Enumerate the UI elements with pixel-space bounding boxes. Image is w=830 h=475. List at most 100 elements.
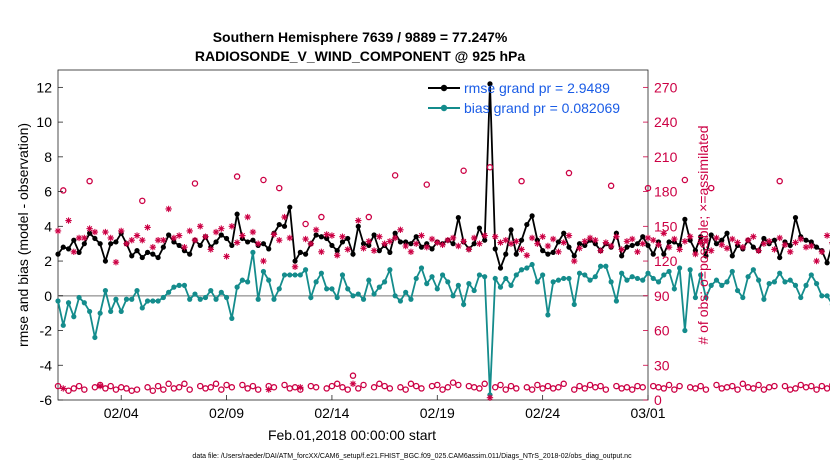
rmse-point-119 <box>682 217 687 222</box>
assimilated-point-20 <box>160 237 166 243</box>
bias-point-52 <box>329 286 334 291</box>
rmse-point-25 <box>187 252 192 257</box>
bias-point-16 <box>140 305 145 310</box>
bias-point-102 <box>593 274 598 279</box>
bias-point-10 <box>108 309 113 314</box>
rmse-point-110 <box>635 241 640 246</box>
assimilated-point-110 <box>634 249 640 255</box>
rmse-point-63 <box>387 250 392 255</box>
rmse-point-2 <box>66 246 71 251</box>
bias-point-42 <box>277 286 282 291</box>
assimilated-point-52 <box>329 232 335 238</box>
y2-tick-label-9: 270 <box>654 79 678 95</box>
assimilated-point-99 <box>576 245 582 251</box>
assimilated-point-45 <box>292 264 298 270</box>
rmse-point-83 <box>493 246 498 251</box>
rmse-point-79 <box>472 241 477 246</box>
bias-point-64 <box>393 293 398 298</box>
rmse-point-94 <box>551 250 556 255</box>
bias-point-112 <box>645 271 650 276</box>
bias-point-87 <box>514 272 519 277</box>
bias-point-91 <box>535 279 540 284</box>
bias-point-95 <box>556 278 561 283</box>
assimilated-point-68 <box>413 240 419 246</box>
assimilated-point-140 <box>792 239 798 245</box>
rmse-point-37 <box>250 238 255 243</box>
y2-tick-label-2: 60 <box>654 323 670 339</box>
rmse-point-90 <box>530 213 535 218</box>
rmse-point-49 <box>314 232 319 237</box>
bias-point-60 <box>371 291 376 296</box>
rmse-point-23 <box>177 243 182 248</box>
bias-point-67 <box>408 297 413 302</box>
assimilated-point-11 <box>113 259 119 265</box>
assimilated-point-106 <box>613 234 619 240</box>
rmse-point-71 <box>429 246 434 251</box>
bias-point-29 <box>208 288 213 293</box>
assimilated-point-103 <box>597 247 603 253</box>
bias-point-137 <box>777 271 782 276</box>
assimilated-point-117 <box>671 236 677 242</box>
rmse-point-33 <box>229 243 234 248</box>
bias-point-119 <box>682 328 687 333</box>
bias-point-57 <box>356 291 361 296</box>
assimilated-point-53 <box>334 252 340 258</box>
rmse-point-139 <box>788 243 793 248</box>
bias-point-5 <box>82 300 87 305</box>
rmse-point-140 <box>793 215 798 220</box>
bias-point-143 <box>809 272 814 277</box>
data-file-footer: data file: /Users/raeder/DAI/ATM_forcXX/… <box>192 453 632 460</box>
assimilated-point-119 <box>682 238 688 244</box>
bias-point-12 <box>119 309 124 314</box>
rmse-point-55 <box>345 236 350 241</box>
assimilated-point-0 <box>55 228 61 234</box>
y2-tick-label-8: 240 <box>654 114 678 130</box>
assimilated-point-61 <box>376 234 382 240</box>
bias-point-54 <box>340 272 345 277</box>
assimilated-point-143 <box>808 243 814 249</box>
assimilated-point-14 <box>129 237 135 243</box>
rmse-point-47 <box>303 252 308 257</box>
rmse-point-1 <box>61 245 66 250</box>
y-tick-label-6: 6 <box>44 184 52 200</box>
bias-point-18 <box>150 298 155 303</box>
assimilated-point-43 <box>281 214 287 220</box>
rmse-point-85 <box>503 252 508 257</box>
legend-bias-marker <box>441 105 447 111</box>
bias-point-96 <box>561 276 566 281</box>
rmse-point-10 <box>108 241 113 246</box>
x-tick-label-2: 02/14 <box>314 405 349 421</box>
rmse-point-128 <box>730 253 735 258</box>
y2-axis-label: # of obs: o=possible; ×=assimilated <box>695 125 711 344</box>
assimilated-point-48 <box>308 240 314 246</box>
bias-point-21 <box>166 290 171 295</box>
y-tick-label-1: -4 <box>40 357 53 373</box>
rmse-point-127 <box>724 231 729 236</box>
bias-point-109 <box>630 274 635 279</box>
bias-point-63 <box>387 267 392 272</box>
assimilated-point-34 <box>234 239 240 245</box>
bias-point-111 <box>640 278 645 283</box>
assimilated-point-81 <box>481 232 487 238</box>
assimilated-point-98 <box>571 258 577 264</box>
bias-point-31 <box>219 290 224 295</box>
assimilated-point-46 <box>297 384 303 390</box>
assimilated-point-17 <box>144 224 150 230</box>
bias-point-49 <box>314 279 319 284</box>
bias-point-118 <box>677 265 682 270</box>
assimilated-point-39 <box>260 258 266 264</box>
assimilated-point-25 <box>186 228 192 234</box>
y-axis-label: rmse and bias (model - observation) <box>15 123 31 347</box>
assimilated-point-78 <box>466 246 472 252</box>
rmse-point-32 <box>224 236 229 241</box>
bias-point-136 <box>772 279 777 284</box>
bias-point-37 <box>250 250 255 255</box>
assimilated-point-73 <box>439 242 445 248</box>
assimilated-point-105 <box>608 243 614 249</box>
rmse-point-125 <box>714 241 719 246</box>
assimilated-point-24 <box>181 244 187 250</box>
rmse-point-11 <box>113 239 118 244</box>
assimilated-point-97 <box>566 232 572 238</box>
rmse-point-68 <box>414 234 419 239</box>
